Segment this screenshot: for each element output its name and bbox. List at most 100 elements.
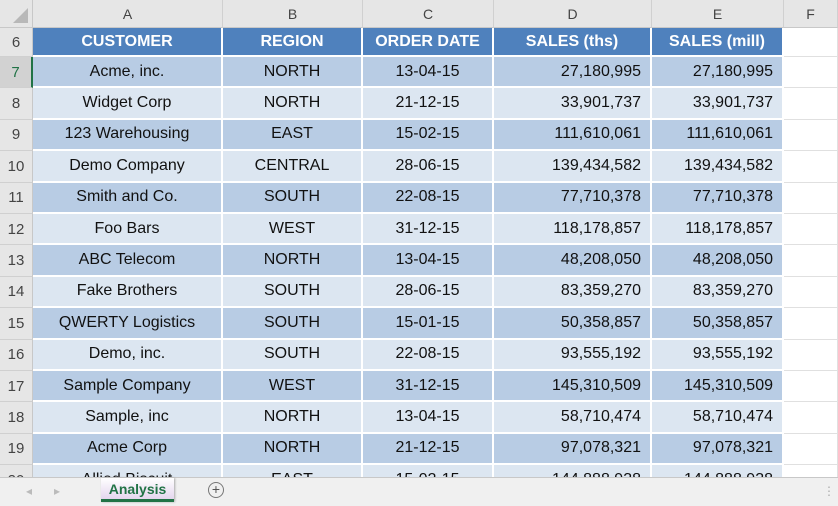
- cell-sales-mill[interactable]: 111,610,061: [652, 119, 784, 152]
- cell-sales-ths[interactable]: 118,178,857: [494, 214, 652, 246]
- cell-f[interactable]: [784, 151, 838, 183]
- cell-f[interactable]: [784, 433, 838, 466]
- row-header[interactable]: 8: [0, 88, 33, 120]
- cell-sales-mill[interactable]: 50,358,857: [652, 308, 784, 340]
- cell-customer[interactable]: Foo Bars: [33, 214, 223, 246]
- cell-sales-mill[interactable]: 77,710,378: [652, 182, 784, 214]
- cell-order-date[interactable]: 28-06-15: [363, 151, 494, 183]
- cell-order-date[interactable]: 31-12-15: [363, 214, 494, 246]
- cell-customer[interactable]: Sample, inc: [33, 402, 223, 434]
- cell-sales-mill[interactable]: 48,208,050: [652, 245, 784, 277]
- column-title-region[interactable]: REGION: [223, 28, 363, 57]
- cell-sales-ths[interactable]: 27,180,995: [494, 57, 652, 89]
- row-header[interactable]: 20: [0, 465, 33, 477]
- cell-f[interactable]: [784, 119, 838, 152]
- cell-sales-mill[interactable]: 58,710,474: [652, 402, 784, 434]
- cell-region[interactable]: WEST: [223, 371, 363, 403]
- cell-sales-ths[interactable]: 145,310,509: [494, 371, 652, 403]
- cell-region[interactable]: SOUTH: [223, 308, 363, 340]
- column-header-e[interactable]: E: [652, 0, 784, 28]
- scroll-right-icon[interactable]: ▸: [54, 484, 61, 498]
- cell-order-date[interactable]: 15-02-15: [363, 465, 494, 477]
- cell-customer[interactable]: Widget Corp: [33, 88, 223, 120]
- cell-order-date[interactable]: 21-12-15: [363, 88, 494, 120]
- cell-f[interactable]: [784, 339, 838, 371]
- cell-sales-ths[interactable]: 50,358,857: [494, 308, 652, 340]
- cell-region[interactable]: EAST: [223, 119, 363, 152]
- cell-region[interactable]: CENTRAL: [223, 151, 363, 183]
- cell-region[interactable]: EAST: [223, 465, 363, 477]
- cell-f[interactable]: [784, 245, 838, 277]
- column-header-f[interactable]: F: [784, 0, 838, 28]
- cell-sales-mill[interactable]: 144,888,938: [652, 465, 784, 477]
- cell-f[interactable]: [784, 371, 838, 403]
- cell-sales-ths[interactable]: 97,078,321: [494, 433, 652, 466]
- cell-f[interactable]: [784, 465, 838, 477]
- cell-region[interactable]: SOUTH: [223, 276, 363, 309]
- cell-customer[interactable]: Demo Company: [33, 151, 223, 183]
- cell-order-date[interactable]: 13-04-15: [363, 245, 494, 277]
- cell-sales-mill[interactable]: 145,310,509: [652, 371, 784, 403]
- cell-region[interactable]: SOUTH: [223, 339, 363, 371]
- cell-sales-mill[interactable]: 97,078,321: [652, 433, 784, 466]
- cell-customer[interactable]: 123 Warehousing: [33, 119, 223, 152]
- cell-order-date[interactable]: 22-08-15: [363, 182, 494, 214]
- cell-sales-ths[interactable]: 33,901,737: [494, 88, 652, 120]
- cell-customer[interactable]: Smith and Co.: [33, 182, 223, 214]
- cell-region[interactable]: NORTH: [223, 88, 363, 120]
- splitter-handle-icon[interactable]: ⋮: [823, 484, 835, 498]
- row-header[interactable]: 9: [0, 119, 33, 152]
- cell-sales-ths[interactable]: 83,359,270: [494, 276, 652, 309]
- cell-sales-ths[interactable]: 144,888,938: [494, 465, 652, 477]
- cell-sales-ths[interactable]: 139,434,582: [494, 151, 652, 183]
- cell-region[interactable]: NORTH: [223, 402, 363, 434]
- cell-order-date[interactable]: 22-08-15: [363, 339, 494, 371]
- cell-f[interactable]: [784, 402, 838, 434]
- column-title-sales-mill[interactable]: SALES (mill): [652, 28, 784, 57]
- cell-sales-ths[interactable]: 48,208,050: [494, 245, 652, 277]
- cell-customer[interactable]: Acme Corp: [33, 433, 223, 466]
- spreadsheet-grid[interactable]: A B C D E F 6 CUSTOMER REGION ORDER DATE SALES (th…: [0, 0, 838, 477]
- cell-f[interactable]: [784, 182, 838, 214]
- cell-sales-mill[interactable]: 93,555,192: [652, 339, 784, 371]
- cell-sales-ths[interactable]: 58,710,474: [494, 402, 652, 434]
- cell-sales-mill[interactable]: 33,901,737: [652, 88, 784, 120]
- cell-f[interactable]: [784, 57, 838, 89]
- column-header-c[interactable]: C: [363, 0, 494, 28]
- column-title-customer[interactable]: CUSTOMER: [33, 28, 223, 57]
- row-header[interactable]: 14: [0, 276, 33, 309]
- column-title-order-date[interactable]: ORDER DATE: [363, 28, 494, 57]
- cell-region[interactable]: SOUTH: [223, 182, 363, 214]
- cell-f[interactable]: [784, 308, 838, 340]
- cell-sales-mill[interactable]: 83,359,270: [652, 276, 784, 309]
- sheet-tab-analysis[interactable]: Analysis: [101, 478, 174, 502]
- column-header-d[interactable]: D: [494, 0, 652, 28]
- add-sheet-icon[interactable]: +: [208, 482, 224, 498]
- cell-customer[interactable]: Sample Company: [33, 371, 223, 403]
- cell-f6[interactable]: [784, 28, 838, 57]
- row-header[interactable]: 12: [0, 214, 33, 246]
- cell-order-date[interactable]: 13-04-15: [363, 402, 494, 434]
- cell-order-date[interactable]: 15-01-15: [363, 308, 494, 340]
- cell-sales-mill[interactable]: 118,178,857: [652, 214, 784, 246]
- cell-customer[interactable]: ABC Telecom: [33, 245, 223, 277]
- column-title-sales-ths[interactable]: SALES (ths): [494, 28, 652, 57]
- row-header[interactable]: 6: [0, 28, 33, 57]
- cell-order-date[interactable]: 21-12-15: [363, 433, 494, 466]
- cell-region[interactable]: NORTH: [223, 433, 363, 466]
- row-header[interactable]: 15: [0, 308, 33, 340]
- cell-order-date[interactable]: 28-06-15: [363, 276, 494, 309]
- cell-sales-mill[interactable]: 27,180,995: [652, 57, 784, 89]
- cell-customer[interactable]: Acme, inc.: [33, 57, 223, 89]
- cell-customer[interactable]: Fake Brothers: [33, 276, 223, 309]
- cell-customer[interactable]: Allied Biscuit: [33, 465, 223, 477]
- row-header[interactable]: 17: [0, 371, 33, 403]
- cell-sales-ths[interactable]: 111,610,061: [494, 119, 652, 152]
- cell-f[interactable]: [784, 276, 838, 309]
- select-all-button[interactable]: [0, 0, 33, 28]
- row-header[interactable]: 16: [0, 339, 33, 371]
- row-header[interactable]: 18: [0, 402, 33, 434]
- cell-order-date[interactable]: 13-04-15: [363, 57, 494, 89]
- cell-sales-ths[interactable]: 77,710,378: [494, 182, 652, 214]
- cell-sales-mill[interactable]: 139,434,582: [652, 151, 784, 183]
